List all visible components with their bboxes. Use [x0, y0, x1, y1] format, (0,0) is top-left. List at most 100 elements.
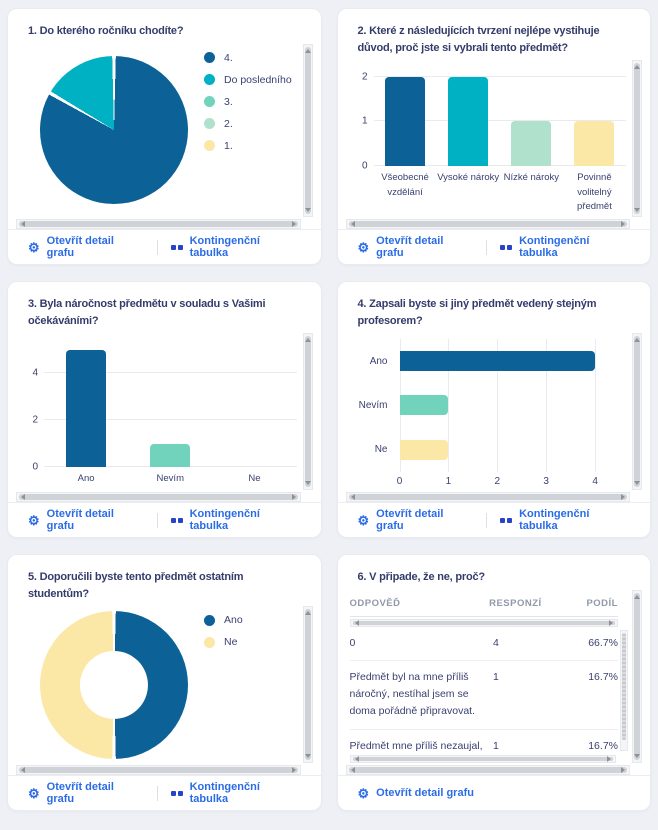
bar-Nízké nároky [511, 121, 552, 166]
bar-chart-canvas: 0 1 2 Všeobecné vzdělání Vysoké nároky Nízké … [346, 60, 631, 217]
vertical-scrollbar[interactable] [302, 333, 313, 490]
y-tick-label: 1 [361, 115, 368, 127]
legend-item: 3. [204, 96, 292, 108]
horizontal-scrollbar[interactable] [16, 492, 301, 502]
bar-Ano [66, 350, 107, 467]
chart-container: 0 2 4 Ano Nevím Ne [16, 333, 313, 502]
pivot-table-link[interactable]: Kontingenční tabulka [500, 235, 630, 259]
scrollbar-thumb[interactable] [352, 620, 615, 625]
vertical-scrollbar[interactable] [302, 43, 313, 217]
horizontal-scrollbar[interactable] [345, 219, 630, 229]
gridline [44, 372, 297, 374]
scrollbar-thumb[interactable] [634, 63, 640, 214]
scrollbar-thumb[interactable] [19, 494, 298, 500]
scrollbar-thumb[interactable] [348, 494, 627, 500]
x-axis-labels: Všeobecné vzdělání Vysoké nároky Nízké nár… [374, 171, 627, 215]
plot-row: Ano Nevím Ne [356, 339, 623, 472]
chart-legend: 4. Do posledního 3. 2. 1. [204, 52, 292, 152]
scrollbar-thumb[interactable] [19, 221, 298, 227]
scrollbar-thumb[interactable] [19, 767, 298, 773]
card-footer: ⚙ Otevřít detail grafu Kontingenční tabul… [337, 502, 650, 537]
vertical-scrollbar[interactable] [302, 606, 313, 763]
vertical-scrollbar[interactable] [632, 589, 642, 763]
chart-container: ODPOVĚĎ RESPONZÍ PODÍL 0 4 66.7% Předmět byl n… [345, 589, 642, 775]
bar-Povinně volitelný předmět [574, 121, 615, 166]
plot-area: 0 2 4 [32, 343, 297, 473]
pie-chart-canvas: 4. Do posledního 3. 2. 1. [16, 44, 301, 218]
horizontal-scrollbar[interactable] [16, 765, 301, 775]
legend-item: 2. [204, 118, 292, 130]
pivot-table-link[interactable]: Kontingenční tabulka [170, 235, 301, 259]
horizontal-scrollbar[interactable] [16, 219, 301, 229]
open-chart-detail-link[interactable]: ⚙ Otevřít detail grafu [357, 785, 474, 801]
legend-dot [204, 118, 215, 129]
table-squares-icon [500, 244, 513, 250]
bar-Všeobecné vzdělání [385, 76, 426, 166]
y-tick-label: 2 [32, 414, 38, 426]
scrollbar-thumb[interactable] [352, 757, 613, 761]
vertical-scrollbar[interactable] [632, 60, 642, 217]
legend-item: 4. [204, 52, 292, 64]
donut-hole [79, 650, 149, 719]
scrollbar-thumb[interactable] [348, 767, 627, 773]
gear-icon: ⚙ [357, 785, 370, 801]
open-chart-detail-link[interactable]: ⚙ Otevřít detail grafu [28, 235, 114, 259]
table-vertical-scrollbar[interactable] [620, 629, 628, 751]
footer-divider [156, 512, 158, 528]
open-chart-detail-link[interactable]: ⚙ Otevřít detail grafu [357, 508, 444, 532]
bar-Nevím [399, 395, 449, 416]
table-header-scrollbar[interactable] [349, 618, 618, 627]
legend-dot [204, 636, 215, 648]
share-cell: 66.7% [588, 636, 618, 649]
gridline [546, 339, 548, 472]
x-tick-label: Ne [248, 473, 261, 484]
panel-title: 6. V připade, že ne, proč? [357, 571, 486, 583]
table-squares-icon [500, 517, 513, 523]
scrollbar-thumb[interactable] [634, 336, 640, 487]
scrollbar-thumb[interactable] [348, 221, 627, 227]
bar-column [212, 343, 296, 467]
chart-container: 0 1 2 Všeobecné vzdělání Vysoké nároky Nízké … [345, 60, 642, 229]
pivot-table-link[interactable]: Kontingenční tabulka [170, 508, 301, 532]
scrollbar-thumb[interactable] [304, 609, 311, 760]
legend-dot [204, 96, 215, 107]
footer-divider [486, 239, 488, 255]
open-chart-detail-link[interactable]: ⚙ Otevřít detail grafu [28, 781, 114, 805]
open-chart-detail-link[interactable]: ⚙ Otevřít detail grafu [357, 235, 444, 259]
answers-table: ODPOVĚĎ RESPONZÍ PODÍL 0 4 66.7% Předmět byl n… [346, 590, 631, 763]
pie-graphic [40, 56, 188, 205]
open-chart-detail-link[interactable]: ⚙ Otevřít detail grafu [28, 508, 114, 532]
x-axis-labels: Ano Nevím Ne [44, 472, 297, 488]
scrollbar-thumb[interactable] [634, 592, 640, 760]
panel-title: 2. Které z následujících tvrzení nejlépe… [357, 25, 600, 54]
plot-area: 0 1 2 [362, 70, 626, 171]
vertical-scrollbar[interactable] [632, 333, 642, 490]
panel-4: 4. Zapsali byste si jiný předmět vedený … [336, 281, 651, 538]
x-tick-label: 3 [543, 476, 549, 487]
gear-icon: ⚙ [28, 239, 40, 255]
x-tick-label: Nevím [156, 473, 184, 484]
horizontal-scrollbar[interactable] [345, 765, 630, 775]
bar-chart-canvas: 0 2 4 Ano Nevím Ne [16, 333, 301, 490]
pivot-table-link[interactable]: Kontingenční tabulka [500, 508, 630, 532]
responses-cell: 1 [492, 739, 499, 752]
bar-row [399, 339, 623, 383]
table-horizontal-scrollbar[interactable] [349, 755, 616, 763]
card-footer: ⚙ Otevřít detail grafu [337, 775, 650, 810]
table-header-row: ODPOVĚĎ RESPONZÍ PODÍL [349, 592, 618, 617]
panel-5: 5. Doporučili byste tento předmět ostatn… [7, 554, 322, 811]
pivot-table-link[interactable]: Kontingenční tabulka [170, 781, 301, 805]
gear-icon: ⚙ [357, 512, 370, 528]
bar-column [437, 70, 500, 166]
bar-Nevím [150, 443, 191, 467]
scrollbar-thumb [622, 632, 626, 740]
y-tick-label: 0 [361, 160, 368, 172]
scrollbar-thumb[interactable] [304, 336, 311, 487]
scrollbar-thumb[interactable] [304, 46, 311, 214]
chart-legend: Ano Ne [204, 614, 243, 648]
horizontal-scrollbar[interactable] [345, 492, 630, 502]
legend-label: 4. [224, 51, 233, 64]
x-tick-label: 0 [396, 476, 403, 487]
y-tick-label: 2 [361, 71, 368, 83]
y-tick-label: Nevím [358, 399, 388, 411]
